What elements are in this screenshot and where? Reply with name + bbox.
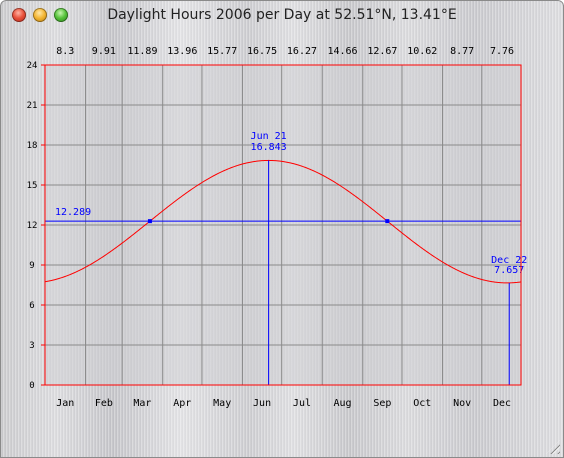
monthly-average-label: 14.66 xyxy=(327,46,357,57)
max-marker-value: 16.843 xyxy=(251,142,287,153)
monthly-average-label: 16.75 xyxy=(247,46,277,57)
monthly-average-label: 8.3 xyxy=(56,46,74,57)
month-label: Aug xyxy=(333,398,351,409)
crossing-point xyxy=(385,219,390,224)
monthly-average-label: 7.76 xyxy=(490,46,514,57)
y-tick-label: 12 xyxy=(27,221,38,231)
y-tick-label: 15 xyxy=(27,181,38,191)
monthly-average-label: 9.91 xyxy=(92,46,116,57)
monthly-average-label: 12.67 xyxy=(367,46,397,57)
month-label: Oct xyxy=(413,398,431,409)
y-tick-label: 18 xyxy=(27,141,38,151)
y-tick-label: 0 xyxy=(29,381,34,391)
close-window-button[interactable] xyxy=(12,8,26,22)
crossing-point xyxy=(147,219,152,224)
zoom-window-button[interactable] xyxy=(54,8,68,22)
month-label: Mar xyxy=(133,398,151,409)
title-bar[interactable]: Daylight Hours 2006 per Day at 52.51°N, … xyxy=(0,0,564,34)
daylight-curve xyxy=(44,159,522,284)
max-marker-date: Jun 21 xyxy=(251,131,287,142)
month-label: Jun xyxy=(253,398,271,409)
y-tick-label: 24 xyxy=(27,61,38,71)
reference-line-label: 12.289 xyxy=(55,207,91,218)
window-title: Daylight Hours 2006 per Day at 52.51°N, … xyxy=(107,7,457,23)
y-tick-label: 9 xyxy=(29,261,34,271)
monthly-average-label: 13.96 xyxy=(167,46,197,57)
month-label: Feb xyxy=(95,398,113,409)
monthly-average-label: 11.89 xyxy=(127,46,157,57)
month-label: Jan xyxy=(56,398,74,409)
y-tick-label: 21 xyxy=(27,101,38,111)
monthly-average-label: 10.62 xyxy=(407,46,437,57)
monthly-average-label: 16.27 xyxy=(287,46,317,57)
min-marker-value: 7.657 xyxy=(494,265,524,276)
y-tick-label: 6 xyxy=(29,301,34,311)
month-label: Jul xyxy=(293,398,311,409)
month-label: Dec xyxy=(493,398,511,409)
min-marker-date: Dec 22 xyxy=(491,255,527,266)
month-label: May xyxy=(213,398,231,409)
minimize-window-button[interactable] xyxy=(33,8,47,22)
monthly-average-label: 8.77 xyxy=(450,46,474,57)
y-tick-label: 3 xyxy=(29,341,34,351)
month-label: Nov xyxy=(453,398,471,409)
month-label: Apr xyxy=(173,398,191,409)
month-label: Sep xyxy=(373,398,391,409)
plot-frame xyxy=(44,64,522,386)
monthly-average-label: 15.77 xyxy=(207,46,237,57)
